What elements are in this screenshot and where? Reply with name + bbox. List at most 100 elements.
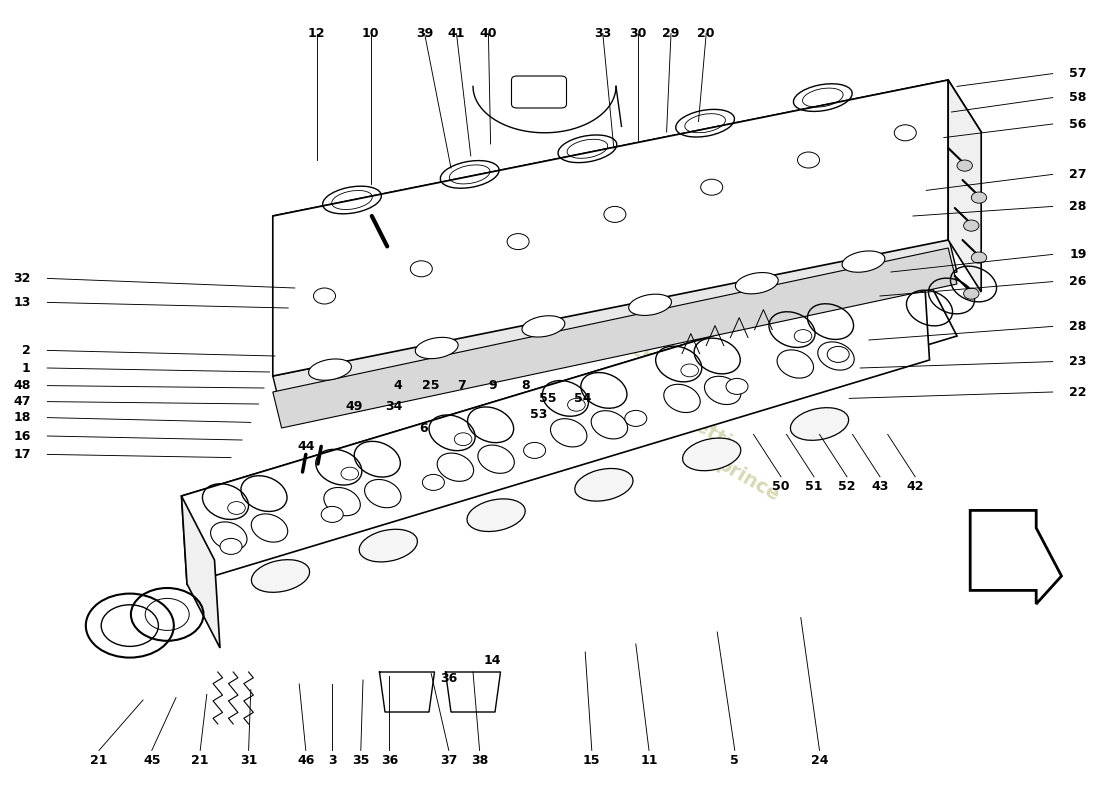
Ellipse shape — [309, 359, 351, 380]
Text: 27: 27 — [1069, 168, 1087, 181]
Ellipse shape — [791, 408, 848, 440]
Text: 14: 14 — [484, 654, 502, 666]
Text: 54: 54 — [574, 392, 592, 405]
Text: 4: 4 — [394, 379, 403, 392]
Text: 40: 40 — [480, 27, 497, 40]
Text: a fischetti: a fischetti — [629, 380, 735, 452]
Polygon shape — [182, 496, 220, 648]
Ellipse shape — [843, 251, 884, 272]
Circle shape — [964, 288, 979, 299]
Text: 15: 15 — [583, 754, 601, 766]
Text: fische: fische — [609, 330, 667, 374]
Text: 34: 34 — [385, 400, 403, 413]
Text: 46: 46 — [297, 754, 315, 766]
Polygon shape — [273, 80, 948, 376]
Polygon shape — [182, 272, 957, 560]
Text: 10: 10 — [362, 27, 380, 40]
Text: 39: 39 — [416, 27, 433, 40]
Ellipse shape — [252, 560, 309, 592]
Text: 6: 6 — [419, 422, 428, 434]
Ellipse shape — [468, 499, 525, 531]
Circle shape — [321, 506, 343, 522]
Polygon shape — [970, 510, 1062, 604]
FancyBboxPatch shape — [512, 76, 566, 108]
Text: 31: 31 — [240, 754, 257, 766]
Circle shape — [410, 261, 432, 277]
Text: 24: 24 — [811, 754, 828, 766]
Text: 2: 2 — [22, 344, 31, 357]
Ellipse shape — [629, 294, 671, 315]
Text: 23: 23 — [1069, 355, 1087, 368]
Text: 36: 36 — [440, 672, 458, 685]
Ellipse shape — [416, 338, 458, 358]
Circle shape — [971, 252, 987, 263]
Circle shape — [524, 442, 546, 458]
Text: 9: 9 — [488, 379, 497, 392]
Text: 43: 43 — [871, 480, 889, 493]
Text: 44: 44 — [297, 440, 315, 453]
Text: 48: 48 — [13, 379, 31, 392]
Ellipse shape — [683, 438, 740, 470]
Circle shape — [625, 410, 647, 426]
Ellipse shape — [736, 273, 778, 294]
Text: 17: 17 — [13, 448, 31, 461]
Text: 42: 42 — [906, 480, 924, 493]
Text: 13: 13 — [13, 296, 31, 309]
Text: 38: 38 — [471, 754, 488, 766]
Circle shape — [701, 179, 723, 195]
Text: 7: 7 — [458, 379, 466, 392]
Text: 36: 36 — [381, 754, 398, 766]
Circle shape — [220, 538, 242, 554]
Circle shape — [894, 125, 916, 141]
Text: 53: 53 — [530, 408, 548, 421]
Text: 28: 28 — [1069, 200, 1087, 213]
Text: 12: 12 — [308, 27, 326, 40]
Text: 25: 25 — [422, 379, 440, 392]
Text: 1: 1 — [22, 362, 31, 374]
Text: 21: 21 — [191, 754, 209, 766]
Circle shape — [971, 192, 987, 203]
Ellipse shape — [575, 469, 632, 501]
Circle shape — [827, 346, 849, 362]
Ellipse shape — [522, 316, 564, 337]
Polygon shape — [182, 272, 929, 584]
Text: 3: 3 — [328, 754, 337, 766]
Text: 45: 45 — [143, 754, 161, 766]
Text: 5: 5 — [730, 754, 739, 766]
Text: 51: 51 — [805, 480, 823, 493]
Circle shape — [798, 152, 820, 168]
Text: 20: 20 — [697, 27, 715, 40]
Text: 50: 50 — [772, 480, 790, 493]
Ellipse shape — [360, 530, 417, 562]
Text: 26: 26 — [1069, 275, 1087, 288]
Text: 58: 58 — [1069, 91, 1087, 104]
Text: 30: 30 — [629, 27, 647, 40]
Text: prince: prince — [714, 454, 782, 506]
Text: 18: 18 — [13, 411, 31, 424]
Text: 8: 8 — [521, 379, 530, 392]
Text: 41: 41 — [448, 27, 465, 40]
Text: 29: 29 — [662, 27, 680, 40]
Text: 56: 56 — [1069, 118, 1087, 130]
Text: 22: 22 — [1069, 386, 1087, 398]
Circle shape — [422, 474, 444, 490]
Text: 35: 35 — [352, 754, 370, 766]
Text: 52: 52 — [838, 480, 856, 493]
Circle shape — [604, 206, 626, 222]
Text: 28: 28 — [1069, 320, 1087, 333]
Text: 55: 55 — [539, 392, 557, 405]
Polygon shape — [273, 236, 957, 412]
Text: 16: 16 — [13, 430, 31, 442]
Circle shape — [964, 220, 979, 231]
Circle shape — [507, 234, 529, 250]
Text: 21: 21 — [90, 754, 108, 766]
Text: 19: 19 — [1069, 248, 1087, 261]
Polygon shape — [273, 80, 981, 268]
Text: 49: 49 — [345, 400, 363, 413]
Text: 11: 11 — [640, 754, 658, 766]
Polygon shape — [948, 80, 981, 292]
Text: 47: 47 — [13, 395, 31, 408]
Text: 33: 33 — [594, 27, 612, 40]
Circle shape — [957, 160, 972, 171]
Circle shape — [314, 288, 336, 304]
